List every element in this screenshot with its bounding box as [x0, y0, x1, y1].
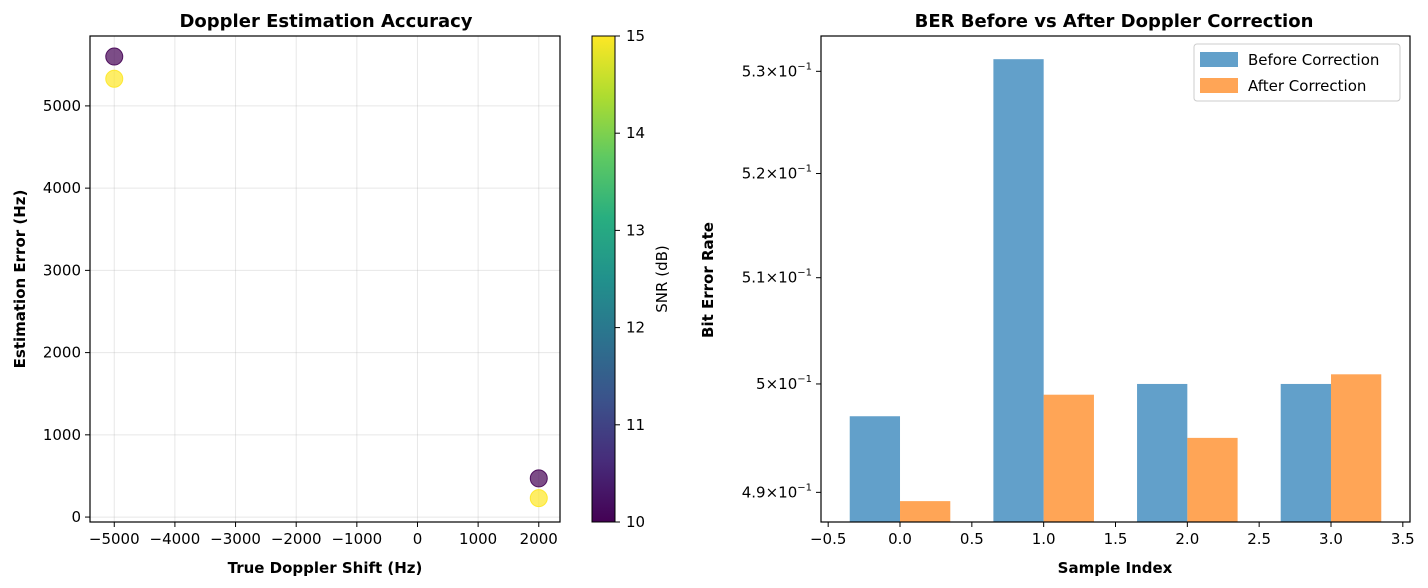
bar — [1137, 383, 1188, 522]
bar — [849, 416, 901, 522]
colorbar-ticks: 10 11 12 13 14 15 — [615, 27, 645, 531]
scatter-x-tick-label: −3000 — [210, 530, 261, 548]
scatter-x-ticks: −5000 −4000 −3000 −2000 −1000 0 1000 2000 — [89, 522, 558, 548]
colorbar-tick-label: 12 — [626, 319, 645, 337]
scatter-y-tick-label: 0 — [71, 508, 81, 526]
scatter-x-tick-label: 2000 — [520, 530, 558, 548]
bar — [993, 59, 1044, 522]
bar-y-tick-label: 5.3×10−1 — [742, 61, 812, 80]
colorbar-gradient — [591, 35, 616, 523]
bar-x-tick-label: 0.5 — [960, 530, 984, 548]
scatter-y-tick-label: 5000 — [43, 97, 81, 115]
scatter-point — [529, 469, 548, 488]
colorbar: 10 11 12 13 14 15 SNR (dB) — [591, 27, 671, 531]
bar — [1187, 437, 1238, 522]
scatter-point — [529, 489, 548, 508]
colorbar-tick-label: 13 — [626, 221, 645, 239]
bar — [900, 501, 951, 522]
legend: Before Correction After Correction — [1193, 43, 1401, 102]
bar-x-axis-label: Sample Index — [1058, 559, 1173, 577]
colorbar-tick-label: 10 — [626, 513, 645, 531]
scatter-x-axis-label: True Doppler Shift (Hz) — [228, 559, 423, 577]
scatter-x-tick-label: −1000 — [331, 530, 382, 548]
scatter-y-tick-label: 4000 — [43, 179, 81, 197]
bar-x-ticks: −0.5 0.0 0.5 1.0 1.5 2.0 2.5 3.0 3.5 — [810, 522, 1415, 548]
legend-swatch-before — [1200, 52, 1238, 67]
bar-x-tick-label: 0.0 — [888, 530, 912, 548]
scatter-y-tick-label: 2000 — [43, 344, 81, 362]
bar-y-ticks: 4.9×10−1 5×10−1 5.1×10−1 5.2×10−1 5.3×10−1 — [742, 61, 821, 501]
bar-x-tick-label: 1.0 — [1032, 530, 1056, 548]
scatter-x-tick-label: −4000 — [150, 530, 201, 548]
scatter-plot-frame — [89, 35, 561, 523]
colorbar-label: SNR (dB) — [653, 245, 671, 312]
scatter-points — [105, 47, 548, 508]
bar — [1330, 374, 1382, 522]
bar-chart: BER Before vs After Doppler Correction −… — [699, 11, 1415, 577]
scatter-y-tick-label: 3000 — [43, 261, 81, 279]
scatter-title: Doppler Estimation Accuracy — [179, 11, 472, 32]
bar-x-tick-label: 2.5 — [1247, 530, 1271, 548]
scatter-x-tick-label: −5000 — [89, 530, 140, 548]
bar — [1043, 394, 1094, 522]
bar-x-tick-label: 2.0 — [1175, 530, 1199, 548]
colorbar-tick-label: 14 — [626, 124, 645, 142]
scatter-grid — [90, 36, 560, 522]
bar-y-tick-label: 5.1×10−1 — [742, 268, 812, 287]
bar-x-tick-label: −0.5 — [810, 530, 846, 548]
bar-title: BER Before vs After Doppler Correction — [915, 11, 1314, 32]
scatter-x-tick-label: −2000 — [271, 530, 322, 548]
scatter-point — [105, 69, 124, 88]
legend-label-after: After Correction — [1248, 77, 1366, 95]
bar-series — [849, 59, 1382, 522]
scatter-y-axis-label: Estimation Error (Hz) — [11, 190, 29, 369]
legend-swatch-after — [1200, 78, 1238, 93]
scatter-y-tick-label: 1000 — [43, 426, 81, 444]
scatter-x-tick-label: 1000 — [459, 530, 497, 548]
bar-x-tick-label: 3.5 — [1391, 530, 1415, 548]
scatter-chart: Doppler Estimation Accuracy −5000 −4000 −3… — [11, 11, 671, 577]
bar — [1280, 383, 1331, 522]
bar-y-tick-label: 5.2×10−1 — [742, 164, 812, 183]
colorbar-tick-label: 11 — [626, 416, 645, 434]
legend-label-before: Before Correction — [1248, 51, 1379, 69]
colorbar-tick-label: 15 — [626, 27, 645, 45]
bar-y-tick-label: 5×10−1 — [756, 374, 812, 393]
bar-x-tick-label: 1.5 — [1104, 530, 1128, 548]
bar-y-axis-label: Bit Error Rate — [699, 222, 717, 338]
bar-x-tick-label: 3.0 — [1319, 530, 1343, 548]
bar-y-tick-label: 4.9×10−1 — [742, 482, 812, 501]
scatter-point — [105, 47, 124, 66]
legend-box — [1193, 43, 1401, 102]
scatter-x-tick-label: 0 — [413, 530, 423, 548]
scatter-y-ticks: 0 1000 2000 3000 4000 5000 — [43, 97, 90, 526]
